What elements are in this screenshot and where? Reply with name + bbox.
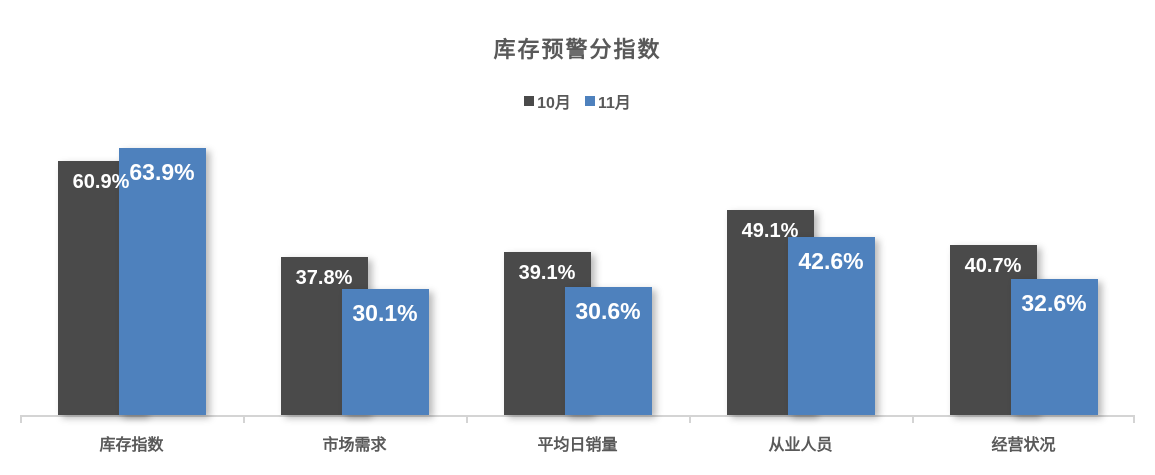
legend: 10月 11月 [0,89,1155,113]
bar-s1-c1 [341,289,429,415]
axis-tick [689,415,691,423]
legend-label-october: 10月 [537,95,571,112]
legend-item-november: 11月 [584,89,631,113]
bar-value-label-s1-c4: 32.6% [1021,290,1087,316]
bar-value-label-s1-c3: 42.6% [798,248,864,274]
bar-value-label-s0-c1: 37.8% [295,267,353,289]
bar-value-label-s1-c0: 63.9% [129,159,195,185]
legend-swatch-october-icon [524,96,535,106]
category-label-3: 从业人员 [768,437,833,454]
bar-value-label-s1-c2: 30.6% [575,298,641,324]
bar-value-label-s1-c1: 30.1% [352,300,418,326]
axis-tick [243,415,245,423]
axis-tick [466,415,468,423]
bar-value-label-s0-c4: 40.7% [964,255,1022,277]
axis-tick [912,415,914,423]
category-label-1: 市场需求 [322,437,387,454]
bar-s1-c4 [1010,279,1098,415]
chart-title: 库存预警分指数 [493,37,662,62]
legend-label-november: 11月 [597,95,631,112]
bar-s1-c2 [564,287,652,415]
bar-value-label-s0-c3: 49.1% [741,220,799,242]
axis-tick [20,415,22,423]
bar-s1-c0 [118,148,206,415]
legend-item-october: 10月 [524,89,571,113]
category-label-0: 库存指数 [99,437,164,454]
x-axis-line [20,415,1135,417]
legend-swatch-november-icon [584,96,595,106]
category-label-2: 平均日销量 [537,437,618,454]
bar-value-label-s0-c0: 60.9% [72,171,130,193]
bar-value-label-s0-c2: 39.1% [518,262,576,284]
category-label-4: 经营状况 [991,437,1056,454]
axis-tick [1133,415,1135,423]
bar-s1-c3 [787,237,875,415]
